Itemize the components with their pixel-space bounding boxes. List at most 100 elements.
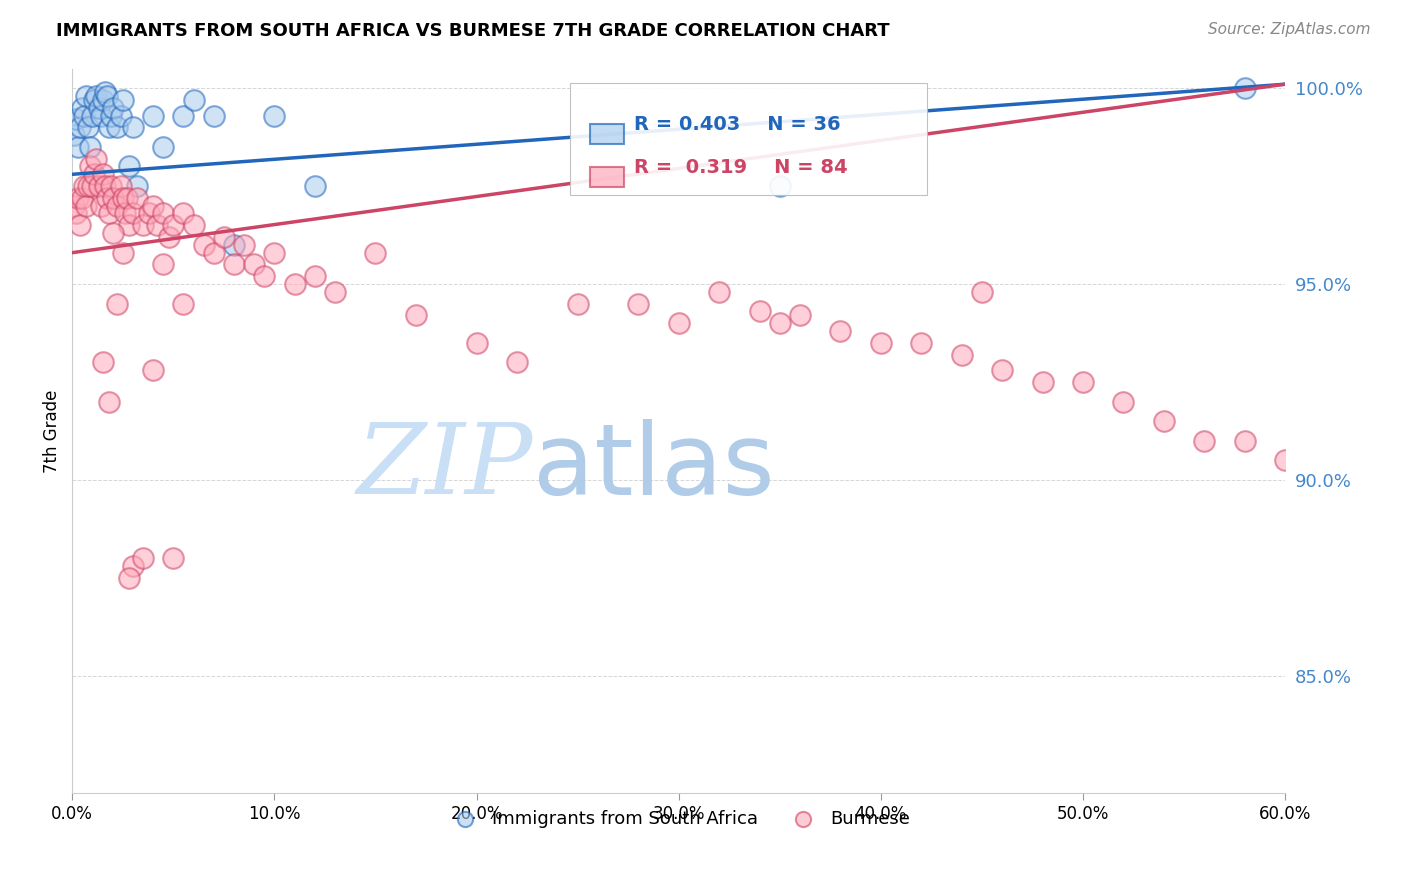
Point [77, 179, 100, 194]
Point [115, 191, 138, 205]
Point [97, 206, 120, 220]
Point [284, 277, 307, 291]
Point [132, 219, 155, 233]
Point [72, 191, 94, 205]
Point [869, 335, 891, 350]
Point [769, 316, 792, 330]
Point [91, 93, 114, 107]
Legend: Immigrants from South Africa, Burmese: Immigrants from South Africa, Burmese [440, 803, 918, 835]
Point [142, 199, 165, 213]
Point [101, 226, 124, 240]
Text: ZIP: ZIP [357, 419, 533, 515]
Text: atlas: atlas [533, 418, 775, 516]
Point [950, 347, 973, 361]
Point [910, 335, 932, 350]
Point [146, 219, 169, 233]
Point [769, 179, 792, 194]
Point [668, 316, 690, 330]
Point [627, 296, 650, 310]
Point [69, 219, 91, 233]
Point [233, 237, 256, 252]
Point [73, 109, 96, 123]
Point [91, 355, 114, 369]
Point [789, 309, 811, 323]
Point [105, 120, 128, 135]
Point [707, 285, 730, 299]
Point [72, 101, 94, 115]
Point [172, 296, 194, 310]
Point [91, 167, 114, 181]
Point [118, 571, 141, 585]
Point [253, 269, 276, 284]
Point [96, 89, 118, 103]
Point [183, 219, 205, 233]
Point [465, 335, 488, 350]
Point [1194, 434, 1216, 448]
Point [82, 109, 104, 123]
Point [122, 206, 145, 220]
Point [183, 93, 205, 107]
Point [73, 179, 96, 194]
Point [90, 199, 112, 213]
Point [93, 179, 115, 194]
Point [567, 296, 589, 310]
Point [101, 191, 124, 205]
Point [82, 179, 104, 194]
Point [105, 199, 128, 213]
Point [1233, 81, 1256, 95]
Point [125, 179, 148, 194]
Point [152, 140, 174, 154]
Point [162, 219, 184, 233]
Point [1032, 375, 1054, 389]
Point [125, 191, 148, 205]
Point [970, 285, 993, 299]
Point [100, 179, 122, 194]
Text: R = 0.403    N = 36: R = 0.403 N = 36 [634, 115, 841, 134]
FancyBboxPatch shape [591, 124, 624, 144]
FancyBboxPatch shape [569, 83, 928, 195]
Point [63, 199, 86, 213]
Point [97, 394, 120, 409]
Point [830, 324, 852, 338]
Point [212, 230, 235, 244]
Text: IMMIGRANTS FROM SOUTH AFRICA VS BURMESE 7TH GRADE CORRELATION CHART: IMMIGRANTS FROM SOUTH AFRICA VS BURMESE … [56, 22, 890, 40]
Point [67, 191, 90, 205]
Point [132, 551, 155, 566]
Point [79, 140, 101, 154]
Point [304, 269, 326, 284]
Point [111, 191, 134, 205]
Point [243, 257, 266, 271]
Point [75, 89, 97, 103]
Point [63, 128, 86, 142]
Point [152, 257, 174, 271]
Point [90, 109, 112, 123]
FancyBboxPatch shape [591, 167, 624, 187]
Point [263, 245, 285, 260]
Point [405, 309, 427, 323]
Text: Source: ZipAtlas.com: Source: ZipAtlas.com [1208, 22, 1371, 37]
Point [991, 363, 1014, 377]
Point [157, 230, 180, 244]
Point [105, 296, 128, 310]
Point [304, 179, 326, 194]
Point [122, 559, 145, 574]
Point [118, 219, 141, 233]
Point [162, 551, 184, 566]
Point [96, 191, 118, 205]
Point [152, 206, 174, 220]
Point [83, 167, 105, 181]
Point [87, 101, 110, 115]
Point [172, 206, 194, 220]
Point [172, 109, 194, 123]
Point [83, 93, 105, 107]
Point [122, 120, 145, 135]
Point [110, 179, 132, 194]
Point [222, 257, 245, 271]
Point [77, 120, 100, 135]
Point [101, 101, 124, 115]
Point [75, 199, 97, 213]
Point [506, 355, 529, 369]
Point [69, 120, 91, 135]
Point [1112, 394, 1135, 409]
Point [79, 160, 101, 174]
